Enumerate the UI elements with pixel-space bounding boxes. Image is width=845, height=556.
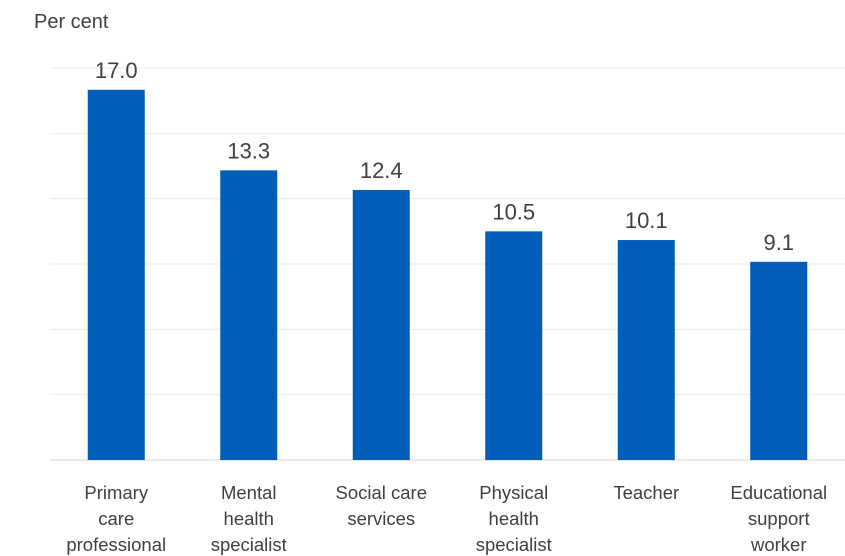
x-tick-label-line: Educational xyxy=(730,482,827,503)
x-tick-label-line: Teacher xyxy=(613,482,679,503)
x-tick-label-line: health xyxy=(224,508,274,529)
x-tick-label-line: specialist xyxy=(211,534,287,555)
x-tick-label: Primary care professional xyxy=(66,482,166,555)
y-axis-label: Per cent xyxy=(34,11,109,33)
bar xyxy=(750,261,808,460)
x-tick-label-line: worker xyxy=(750,534,807,555)
x-tick-label: Educational support worker xyxy=(730,482,827,555)
x-tick-label: Social care services xyxy=(335,482,427,529)
x-tick-label-line: Primary xyxy=(84,482,148,503)
bar xyxy=(87,89,145,461)
x-tick-label-line: care xyxy=(98,508,134,529)
x-tick-label: Mental health specialist xyxy=(211,482,287,555)
x-tick-label-line: health xyxy=(489,508,539,529)
x-tick-label-line: Physical xyxy=(479,482,548,503)
bar xyxy=(617,240,675,460)
bar xyxy=(485,231,543,460)
x-tick-label: Physical health specialist xyxy=(476,482,552,555)
data-label: 10.1 xyxy=(625,208,668,233)
x-tick-label-line: services xyxy=(347,508,415,529)
x-tick-label-line: professional xyxy=(66,534,166,555)
gridlines xyxy=(50,67,845,461)
x-tick-label: Teacher xyxy=(613,482,679,503)
data-label: 17.0 xyxy=(95,58,138,83)
x-tick-labels: Primary care professional Mental health speci… xyxy=(66,482,827,555)
x-tick-label-line: support xyxy=(748,508,810,529)
x-tick-label-line: specialist xyxy=(476,534,552,555)
bar xyxy=(352,189,410,460)
x-tick-label-line: Mental xyxy=(221,482,277,503)
data-label: 9.1 xyxy=(763,230,794,255)
data-labels: 17.0 13.3 12.4 10.5 10.1 9.1 xyxy=(95,58,794,255)
data-label: 13.3 xyxy=(227,138,270,163)
bar xyxy=(220,170,278,460)
bars xyxy=(87,89,808,461)
x-tick-label-line: Social care xyxy=(335,482,427,503)
data-label: 12.4 xyxy=(360,158,403,183)
data-label: 10.5 xyxy=(492,199,535,224)
